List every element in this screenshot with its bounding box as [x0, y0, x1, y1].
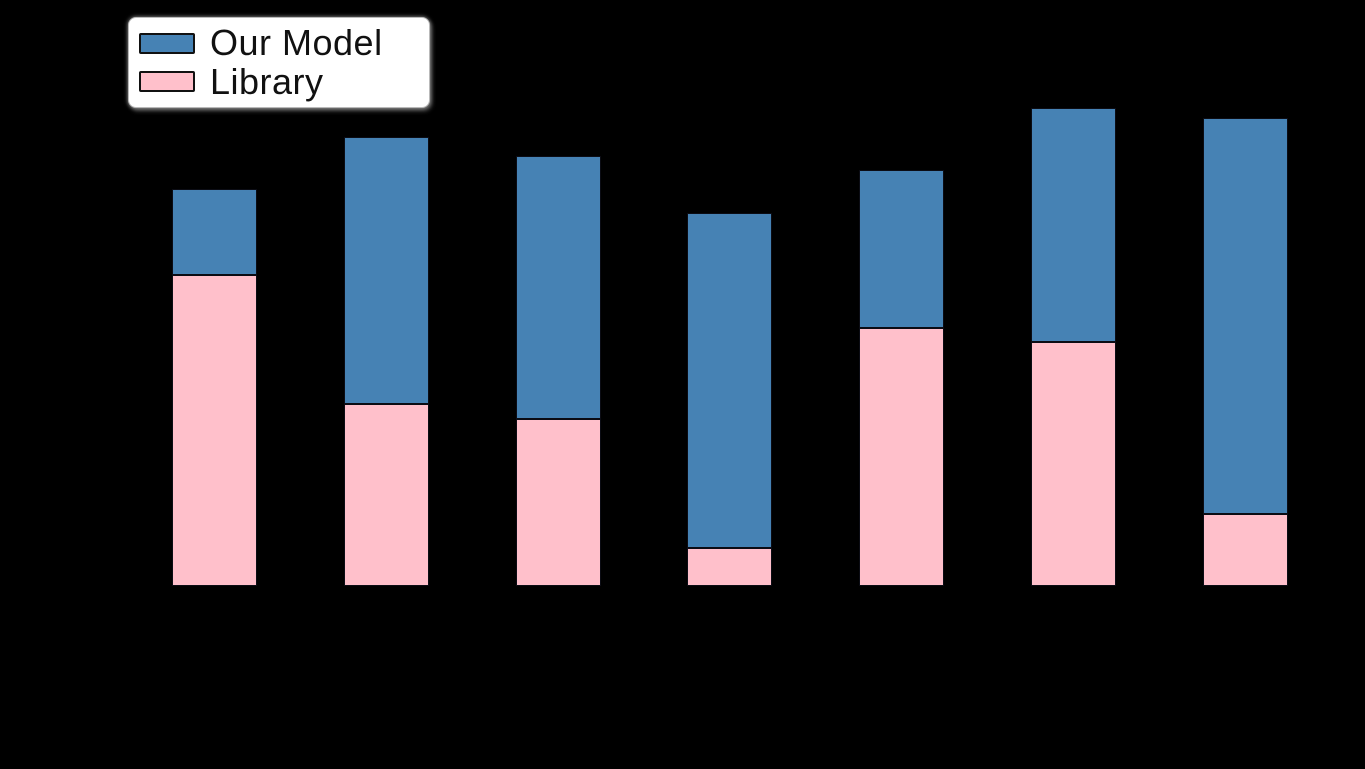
bar-segment-library — [515, 418, 601, 586]
bar-segment-our-model — [515, 155, 601, 419]
our-model-swatch-icon — [139, 32, 195, 54]
legend-item-our-model: Our Model — [139, 24, 417, 62]
library-swatch-icon — [139, 71, 195, 93]
bar-segment-library — [172, 275, 257, 586]
bar-segment-our-model — [343, 136, 429, 405]
chart-legend: Our Model Library — [128, 17, 430, 108]
bar-segment-our-model — [1031, 108, 1117, 343]
bar-segment-our-model — [1202, 117, 1288, 515]
bar-segment-library — [1202, 514, 1288, 586]
bar-segment-library — [343, 404, 429, 586]
legend-label-library: Library — [210, 60, 324, 102]
bar-segment-our-model — [687, 213, 773, 548]
legend-item-library: Library — [139, 60, 417, 102]
bar-segment-our-model — [172, 189, 257, 276]
bar-segment-library — [1031, 342, 1117, 586]
bar-segment-our-model — [859, 170, 945, 328]
bar-segment-library — [687, 547, 773, 586]
legend-label-our-model: Our Model — [210, 22, 383, 64]
bar-segment-library — [859, 327, 945, 586]
